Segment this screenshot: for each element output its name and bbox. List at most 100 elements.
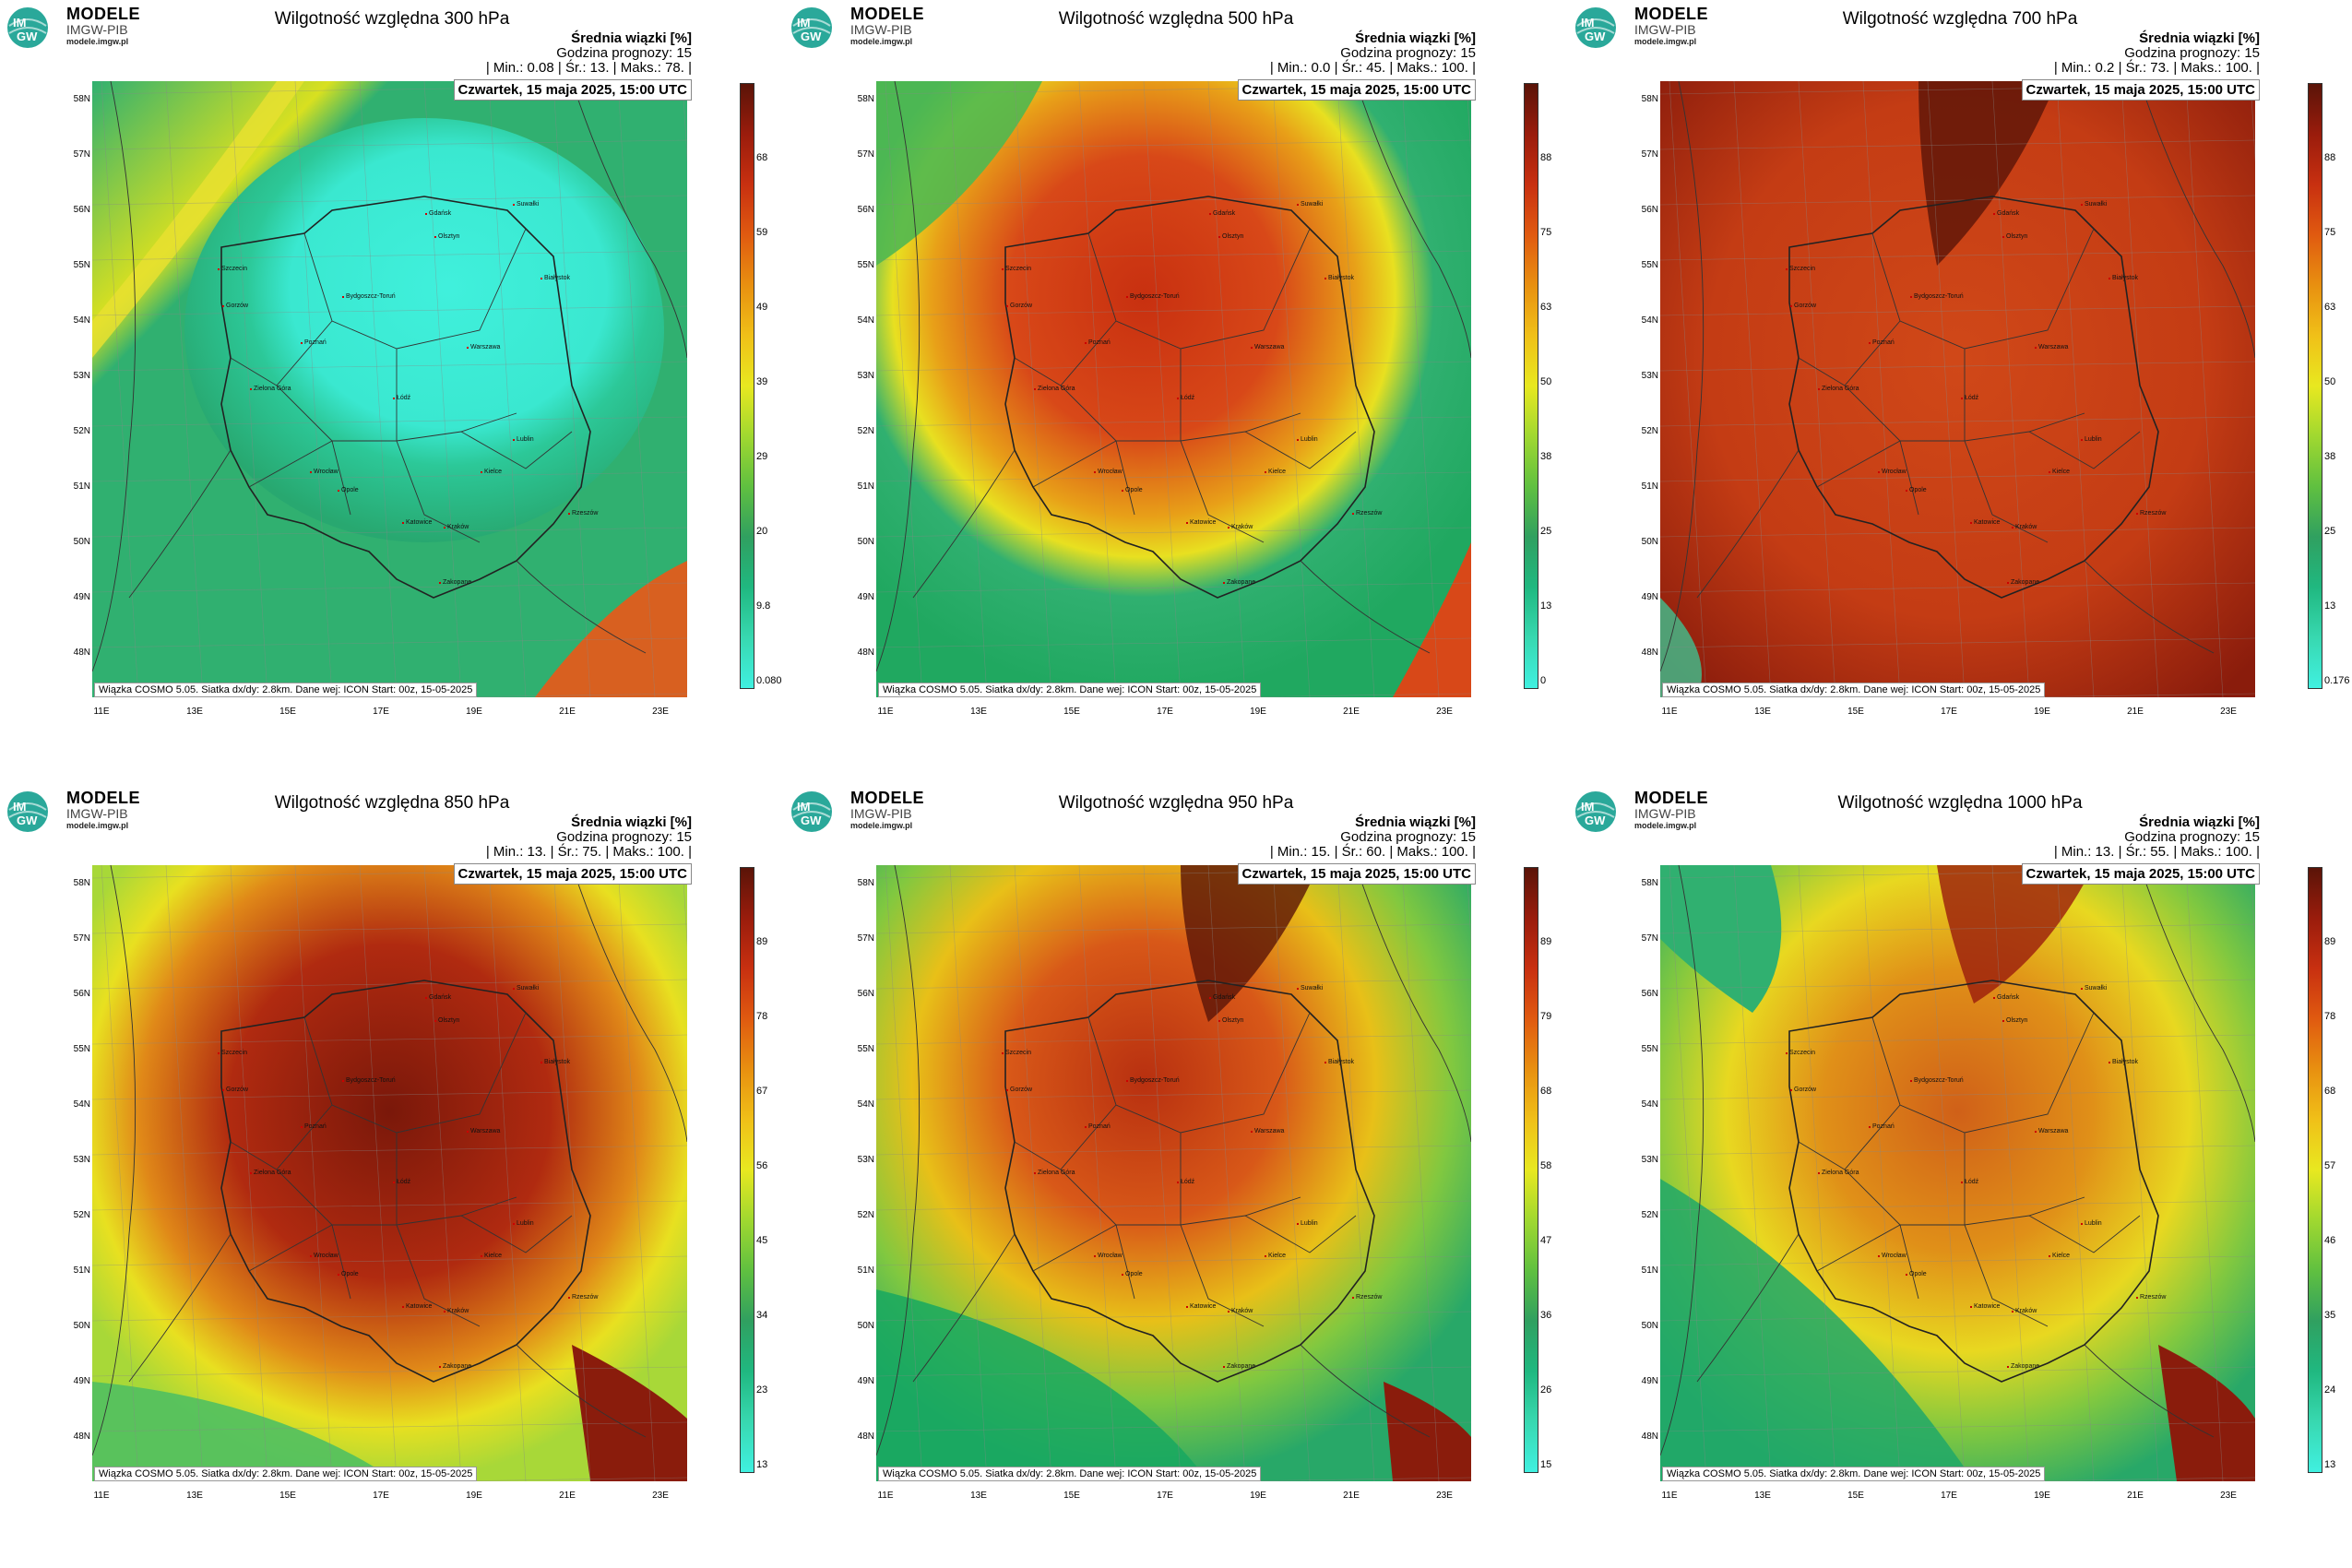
colorbar-tick: 63 — [2324, 302, 2336, 313]
brand-url[interactable]: modele.imgw.pl — [66, 37, 129, 46]
lon-label: 23E — [652, 1491, 669, 1501]
lat-label: 53N — [857, 1155, 874, 1165]
lat-label: 52N — [1641, 426, 1658, 436]
map-area[interactable]: Gdańsk Olsztyn Szczecin Białystok Bydgoszcz-… — [92, 865, 687, 1481]
colorbar-tick: 39 — [756, 376, 768, 387]
brand-org: IMGW-PIB — [1634, 22, 1696, 37]
city-label: Lublin — [513, 436, 534, 443]
map-area[interactable]: Gdańsk Olsztyn Szczecin Białystok Bydgoszcz-… — [876, 865, 1471, 1481]
forecast-hour: Godzina prognozy: 15 — [1340, 45, 1476, 61]
city-label: Wrocław — [1094, 1253, 1123, 1259]
lon-label: 17E — [1157, 707, 1173, 717]
city-label: Zielona Góra — [1817, 1170, 1859, 1176]
lat-label: 51N — [1641, 1265, 1658, 1276]
city-label: Zielona Góra — [1033, 1170, 1075, 1176]
lat-label: 57N — [1641, 149, 1658, 160]
colorbar — [740, 867, 754, 1473]
city-label: Poznań — [301, 339, 327, 346]
lat-label: 49N — [73, 1376, 90, 1386]
colorbar-tick: 75 — [1540, 227, 1552, 238]
lat-label: 57N — [73, 933, 90, 944]
colorbar-tick: 0.080 — [756, 675, 782, 686]
city-label: Poznań — [301, 1123, 327, 1130]
brand-url[interactable]: modele.imgw.pl — [66, 821, 129, 830]
lon-label: 15E — [1847, 707, 1864, 717]
lat-label: 54N — [857, 315, 874, 326]
brand-block: MODELE IMGW-PIB modele.imgw.pl — [1634, 6, 1708, 46]
lon-label: 17E — [1941, 1491, 1957, 1501]
colorbar-tick: 78 — [2324, 1011, 2336, 1022]
city-label: Warszawa — [466, 1128, 501, 1134]
lon-label: 17E — [1941, 707, 1957, 717]
lon-label: 11E — [1661, 707, 1678, 717]
lon-axis: 11E 13E 15E 17E 19E 21E 23E — [1660, 1491, 2255, 1503]
lon-label: 11E — [93, 707, 110, 717]
colorbar-tick: 26 — [1540, 1384, 1552, 1396]
lat-label: 48N — [1641, 1431, 1658, 1442]
city-label: Zielona Góra — [249, 386, 291, 392]
lat-label: 50N — [857, 537, 874, 547]
panel-title: Wilgotność względna 500 hPa — [1058, 9, 1294, 29]
brand-name: MODELE — [1634, 789, 1709, 807]
city-label: Poznań — [1869, 339, 1895, 346]
lon-label: 13E — [1754, 707, 1771, 717]
city-label: Białystok — [1324, 1059, 1355, 1065]
lat-label: 58N — [1641, 94, 1658, 104]
city-label: Zakopane — [1222, 1363, 1256, 1370]
lat-axis: 58N 57N 56N 55N 54N 53N 52N 51N 50N 49N 48N — [839, 865, 874, 1481]
brand-url[interactable]: modele.imgw.pl — [1634, 37, 1697, 46]
map-area[interactable]: Gdańsk Olsztyn Szczecin Białystok Bydgoszcz-… — [1660, 81, 2255, 697]
lon-label: 15E — [1063, 1491, 1080, 1501]
svg-text:IM: IM — [1581, 16, 1594, 30]
city-label: Wrocław — [1878, 1253, 1907, 1259]
imgw-logo-icon: IM GW — [791, 791, 832, 832]
colorbar-tick: 89 — [1540, 936, 1552, 947]
city-label: Katowice — [1969, 1303, 2001, 1310]
colorbar-tick: 89 — [756, 936, 768, 947]
colorbar-tick: 75 — [2324, 227, 2336, 238]
city-label: Kielce — [480, 1253, 503, 1259]
colorbar-tick: 89 — [2324, 936, 2336, 947]
lon-label: 13E — [970, 1491, 987, 1501]
stats-values: | Min.: 15. | Śr.: 60. | Maks.: 100. | — [1269, 844, 1476, 860]
lat-label: 51N — [1641, 481, 1658, 492]
brand-url[interactable]: modele.imgw.pl — [1634, 821, 1697, 830]
map-area[interactable]: Gdańsk Olsztyn Szczecin Białystok Bydgoszcz-… — [92, 81, 687, 697]
model-footer: Wiązka COSMO 5.05. Siatka dx/dy: 2.8km. … — [1662, 1467, 2046, 1481]
map-area[interactable]: Gdańsk Olsztyn Szczecin Białystok Bydgoszcz-… — [1660, 865, 2255, 1481]
city-label: Zielona Góra — [1033, 386, 1075, 392]
city-label: Opole — [1906, 1271, 1927, 1277]
brand-org: IMGW-PIB — [850, 806, 912, 821]
city-label: Wrocław — [310, 1253, 339, 1259]
lat-label: 54N — [857, 1099, 874, 1110]
lat-label: 57N — [73, 149, 90, 160]
colorbar-ticks: 15 26 36 47 58 68 79 89 — [1538, 867, 1575, 1471]
brand-url[interactable]: modele.imgw.pl — [850, 821, 913, 830]
colorbar-tick: 63 — [1540, 302, 1552, 313]
lat-axis: 58N 57N 56N 55N 54N 53N 52N 51N 50N 49N 48N — [55, 865, 90, 1481]
city-label: Opole — [338, 487, 359, 493]
city-label: Zakopane — [2006, 579, 2040, 586]
lon-label: 19E — [1250, 1491, 1266, 1501]
model-footer: Wiązka COSMO 5.05. Siatka dx/dy: 2.8km. … — [878, 683, 1262, 697]
colorbar-tick: 9.8 — [756, 600, 771, 612]
colorbar-tick: 25 — [1540, 526, 1552, 537]
colorbar-tick: 0.176 — [2324, 675, 2350, 686]
colorbar-tick: 38 — [1540, 451, 1552, 462]
city-label: Bydgoszcz-Toruń — [1910, 1077, 1964, 1084]
lon-label: 15E — [279, 1491, 296, 1501]
map-panel: IM GW MODELE IMGW-PIB modele.imgw.pl Wil… — [784, 784, 1568, 1568]
brand-url[interactable]: modele.imgw.pl — [850, 37, 913, 46]
city-label: Olsztyn — [2002, 233, 2028, 240]
city-label: Gorzów — [1789, 1087, 1817, 1093]
map-area[interactable]: Gdańsk Olsztyn Szczecin Białystok Bydgoszcz-… — [876, 81, 1471, 697]
lon-label: 11E — [877, 1491, 894, 1501]
brand-org: IMGW-PIB — [850, 22, 912, 37]
lat-label: 58N — [73, 94, 90, 104]
city-label: Suwałki — [2080, 201, 2108, 208]
city-label: Białystok — [540, 275, 571, 281]
city-label: Gdańsk — [1992, 994, 2020, 1001]
city-label: Rzeszów — [567, 1294, 599, 1301]
city-label: Poznań — [1085, 1123, 1111, 1130]
panel-title: Wilgotność względna 300 hPa — [274, 9, 510, 29]
